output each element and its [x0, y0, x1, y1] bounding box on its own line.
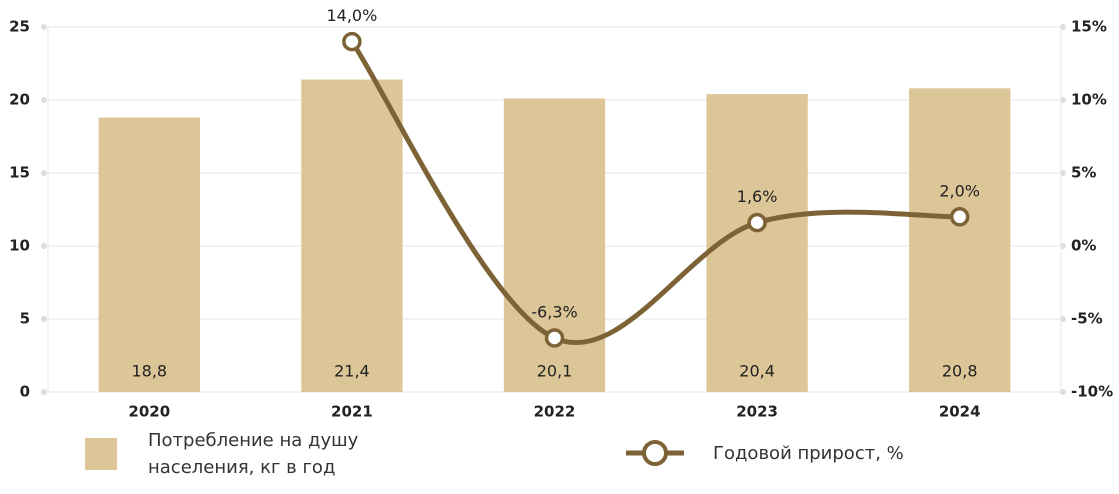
legend-swatch: [642, 440, 668, 466]
x-tick-label: 2023: [736, 403, 778, 421]
line: [349, 40, 960, 346]
tick-dot: [41, 170, 47, 176]
y-tick-label: 20: [9, 91, 30, 109]
data-label: 20,4: [739, 362, 775, 381]
tick-dot: [41, 316, 47, 322]
data-label: 20,8: [942, 362, 978, 381]
data-label: 1,6%: [737, 187, 778, 206]
bar: [98, 117, 200, 393]
x-tick-label: 2022: [534, 403, 576, 421]
data-label: -6,3%: [531, 302, 577, 321]
y2-tick-label: 0%: [1071, 237, 1096, 255]
data-label: 18,8: [131, 362, 167, 381]
tick-dot: [41, 389, 47, 395]
tick-dot: [41, 97, 47, 103]
x-tick-label: 2021: [331, 403, 373, 421]
legend-label: Потребление на душу населения, кг в год: [148, 430, 359, 478]
bar: [503, 98, 606, 392]
data-label: 21,4: [334, 362, 370, 381]
line-marker: [949, 207, 970, 227]
line-marker: [544, 328, 565, 348]
tick-dot: [41, 24, 47, 30]
line-marker: [342, 31, 362, 52]
y2-tick-label: 5%: [1071, 164, 1096, 182]
line-marker: [747, 212, 767, 233]
bar: [301, 79, 403, 392]
y2-tick-label: 15%: [1071, 18, 1107, 36]
y-tick-label: 25: [9, 18, 30, 36]
x-tick-label: 2024: [939, 403, 981, 421]
x-tick-label: 2020: [128, 403, 170, 421]
y2-tick-label: -10%: [1071, 383, 1113, 401]
y-tick-label: 10: [9, 237, 30, 255]
tick-dot: [41, 243, 47, 249]
data-label: 20,1: [537, 362, 573, 381]
y-tick-label: 5: [20, 310, 30, 328]
data-label: 14,0%: [326, 6, 377, 25]
bar: [909, 88, 1011, 392]
y-tick-label: 15: [9, 164, 30, 182]
data-label: 2,0%: [939, 181, 980, 200]
legend-swatch: [85, 438, 117, 470]
y2-tick-label: -5%: [1071, 310, 1103, 328]
legend-label: Годовой прирост, %: [713, 443, 904, 464]
y2-tick-label: 10%: [1071, 91, 1107, 109]
y-tick-label: 0: [20, 383, 30, 401]
